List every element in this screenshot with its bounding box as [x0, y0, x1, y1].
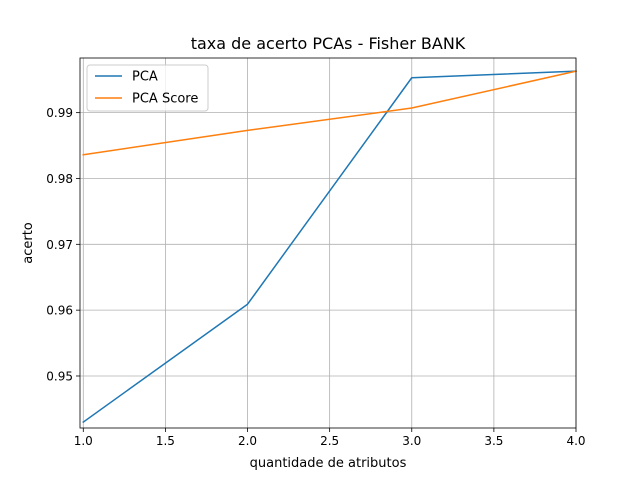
- legend-label-pca: PCA: [132, 70, 158, 85]
- x-tick-label: 3.0: [402, 434, 421, 448]
- legend: PCA PCA Score: [86, 64, 209, 112]
- y-tick-label: 0.95: [46, 369, 73, 383]
- chart-title: taxa de acerto PCAs - Fisher BANK: [191, 34, 466, 53]
- x-tick-label: 4.0: [566, 434, 585, 448]
- y-tick-label: 0.99: [46, 106, 73, 120]
- grid: [80, 58, 577, 428]
- y-tick-label: 0.98: [46, 172, 73, 186]
- pca-score-series-line: [82, 70, 577, 156]
- x-axis-label: quantidade de atributos: [250, 456, 407, 471]
- x-tick-label: 2.5: [320, 434, 339, 448]
- y-tick-label: 0.96: [46, 304, 73, 318]
- x-tick-label: 1.5: [156, 434, 175, 448]
- legend-label-pca-score: PCA Score: [132, 92, 198, 107]
- x-tick-label: 3.5: [484, 434, 503, 448]
- x-axis-ticks: 1.0 1.5 2.0 2.5 3.0 3.5 4.0: [74, 428, 586, 448]
- y-axis-label: acerto: [21, 222, 36, 264]
- series-lines: [82, 70, 577, 424]
- pca-series-line: [82, 70, 577, 424]
- plot-frame: [79, 57, 577, 429]
- x-tick-label: 2.0: [238, 434, 257, 448]
- y-axis-ticks: 0.95 0.96 0.97 0.98 0.99: [46, 106, 80, 383]
- y-tick-label: 0.97: [46, 238, 73, 252]
- x-tick-label: 1.0: [74, 434, 93, 448]
